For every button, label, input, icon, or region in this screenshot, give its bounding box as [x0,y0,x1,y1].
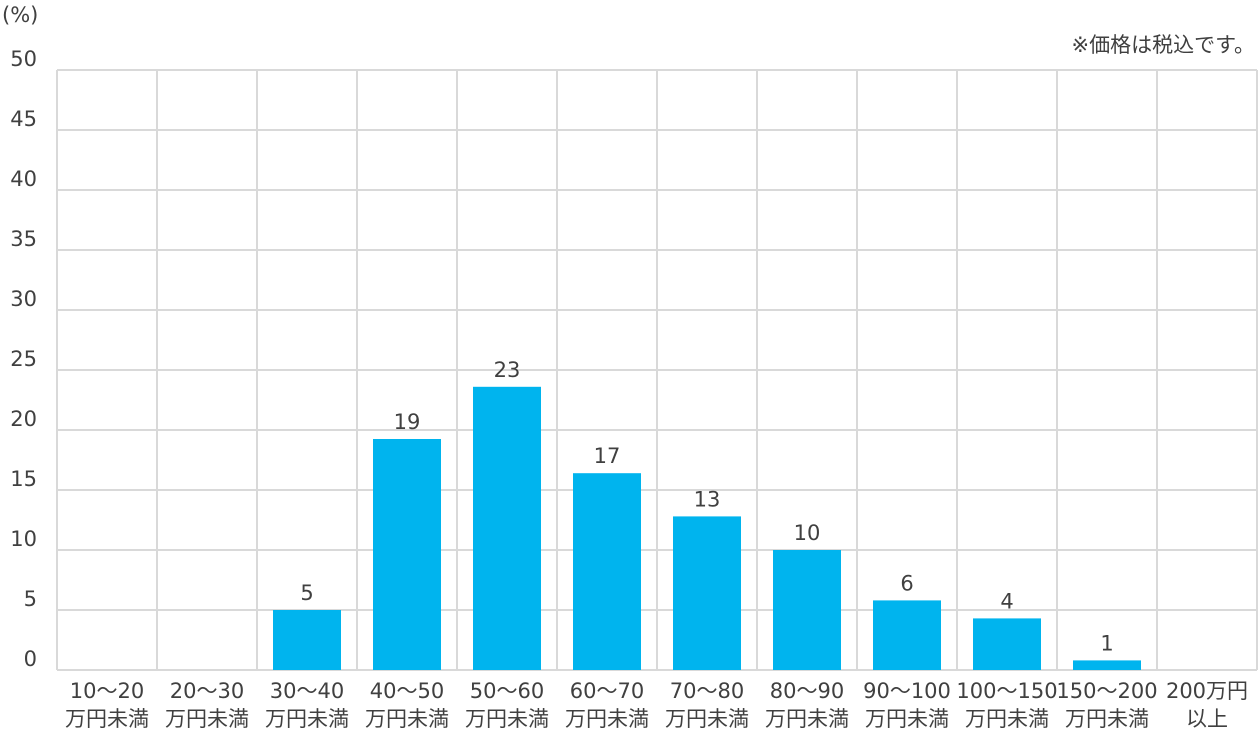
bar [1073,660,1141,670]
bar [473,386,541,670]
x-tick-label: 50～60 万円未満 [465,679,549,731]
y-tick-label: 50 [10,47,37,71]
x-tick-label: 200万円以上 [1166,679,1248,731]
bar [673,516,741,670]
y-tick-label: 15 [10,467,37,491]
bar [973,618,1041,670]
x-tick-label: 20～30 万円未満 [165,679,249,731]
data-label: 10 [794,521,821,545]
bar [573,473,641,670]
y-tick-label: 45 [10,107,37,131]
x-tick-label: 10～20 万円未満 [65,679,149,731]
data-label: 1 [1100,631,1113,655]
x-tick-label: 30～40 万円未満 [265,679,349,731]
y-tick-label: 40 [10,167,37,191]
data-label: 17 [594,444,621,468]
bar [773,550,841,670]
x-tick-label: 40～50 万円未満 [365,679,449,731]
x-tick-label: 60～70 万円未満 [565,679,649,731]
y-tick-label: 35 [10,227,37,251]
y-tick-label: 0 [24,647,37,671]
x-tick-label: 90～100 万円未満 [863,679,951,731]
data-label: 23 [494,358,521,382]
bar [273,610,341,670]
x-tick-label: 70～80 万円未満 [665,679,749,731]
x-tick-label: 100～150 万円未満 [956,679,1057,731]
data-label: 4 [1000,589,1013,613]
y-tick-label: 10 [10,527,37,551]
data-label: 19 [394,410,421,434]
y-axis-label: (%) [2,3,38,27]
data-label: 6 [900,571,913,595]
bar [373,439,441,670]
note: ※価格は税込です。 [1072,33,1256,57]
x-tick-label: 150～200 万円未満 [1056,679,1157,731]
y-tick-label: 20 [10,407,37,431]
x-tick-label: 80～90 万円未満 [765,679,849,731]
data-label: 13 [694,487,721,511]
y-tick-label: 30 [10,287,37,311]
bar [873,600,941,670]
y-tick-label: 25 [10,347,37,371]
y-tick-label: 5 [24,587,37,611]
data-label: 5 [300,581,313,605]
